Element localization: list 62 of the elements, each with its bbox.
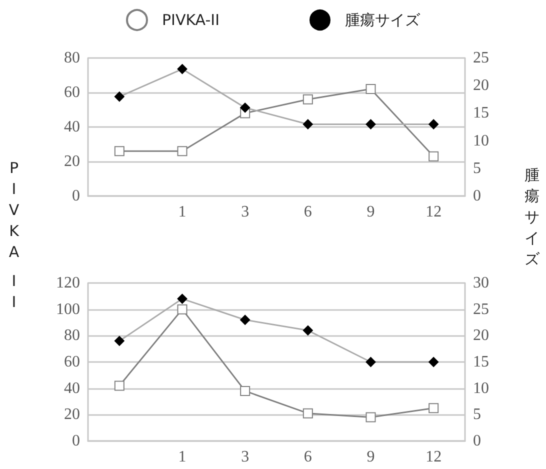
point: [177, 146, 188, 156]
y2-tick-label: 25: [473, 50, 489, 66]
y2-tick-label: 10: [473, 132, 489, 150]
x-tick-label: 1: [178, 204, 186, 220]
point: [366, 84, 376, 94]
point: [366, 119, 376, 130]
y2-tick-label: 20: [473, 77, 489, 94]
y-tick-label: 20: [64, 406, 80, 424]
y2-tick-label: 20: [473, 327, 489, 344]
y-tick-label: 80: [64, 50, 80, 66]
point: [240, 314, 250, 325]
y2-tick-label: 0: [473, 188, 481, 204]
y2-tick-label: 5: [473, 406, 481, 424]
legend-label: PIVKA-II: [162, 11, 220, 29]
point: [114, 146, 124, 156]
legend-label: 腫瘍サイズ: [345, 11, 421, 29]
x-tick-label: 1: [178, 448, 186, 466]
point: [366, 412, 376, 422]
point: [302, 325, 313, 336]
y2-tick-label: 30: [473, 274, 489, 292]
point: [114, 336, 124, 346]
y2-tick-label: 5: [473, 160, 481, 177]
x-tick-label: 3: [241, 448, 250, 466]
y-tick-label: 60: [64, 354, 80, 370]
x-tick-label: 9: [366, 448, 375, 466]
point: [177, 304, 188, 314]
y2-tick-label: 0: [473, 432, 481, 450]
y-tick-label: 0: [72, 432, 80, 450]
y-tick-label: 40: [64, 380, 80, 397]
point: [366, 357, 376, 367]
y-axis-title: PIVKA II: [8, 158, 20, 313]
x-tick-label: 12: [426, 204, 442, 220]
y2-tick-label: 10: [473, 380, 489, 397]
y2-tick-label: 15: [473, 104, 489, 122]
point: [114, 92, 124, 102]
point: [428, 119, 439, 130]
y2-axis-title: 腫瘍サイズ: [524, 165, 540, 270]
y-tick-label: 40: [64, 118, 80, 136]
x-tick-label: 9: [366, 204, 375, 220]
y-tick-label: 60: [64, 84, 80, 101]
y-tick-label: 80: [64, 327, 80, 344]
y-tick-label: 20: [64, 153, 80, 170]
x-tick-label: 6: [304, 204, 312, 220]
point: [428, 151, 439, 162]
point: [302, 119, 313, 130]
point: [240, 102, 250, 113]
point: [177, 294, 188, 304]
y2-tick-label: 25: [473, 300, 489, 318]
y-tick-label: 0: [72, 188, 80, 204]
point: [302, 94, 313, 104]
y2-tick-label: 15: [473, 354, 489, 370]
point: [302, 408, 313, 418]
y-tick-label: 100: [56, 300, 80, 318]
x-tick-label: 6: [304, 448, 312, 466]
point: [240, 386, 250, 396]
point: [114, 380, 124, 391]
point: [428, 357, 439, 367]
y-tick-label: 120: [56, 274, 80, 292]
x-tick-label: 3: [241, 204, 250, 220]
x-tick-label: 12: [426, 448, 442, 466]
point: [177, 64, 188, 74]
point: [428, 403, 439, 414]
